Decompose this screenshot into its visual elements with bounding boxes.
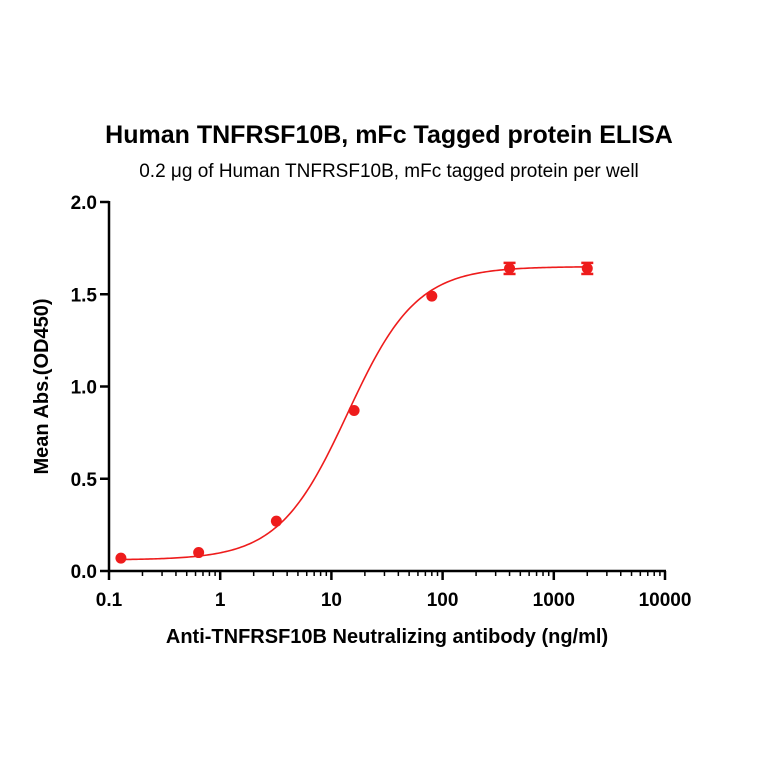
data-point	[581, 262, 593, 274]
y-axis-title: Mean Abs.(OD450)	[31, 299, 53, 475]
x-ticks: 0.1 1 10 100 1000 10000	[96, 571, 692, 611]
x-tick-label: 10000	[639, 590, 692, 611]
x-tick-label: 10	[321, 590, 342, 611]
y-tick-label: 0.5	[71, 470, 98, 491]
axes	[107, 201, 666, 573]
data-point	[270, 515, 282, 527]
data-point	[115, 552, 127, 564]
y-tick-label: 0.0	[71, 562, 97, 583]
x-tick-label: 0.1	[96, 590, 123, 611]
y-ticks: 0.0 0.5 1.0 1.5 2.0	[71, 193, 109, 583]
x-tick-label: 1000	[533, 590, 575, 611]
x-axis-title: Anti-TNFRSF10B Neutralizing antibody (ng…	[166, 626, 608, 648]
x-tick-label: 1	[215, 590, 226, 611]
chart-subtitle: 0.2 μg of Human TNFRSF10B, mFc tagged pr…	[139, 161, 639, 182]
data-point	[193, 547, 205, 559]
y-tick-label: 2.0	[71, 193, 97, 214]
data-point	[426, 290, 438, 302]
data-points	[115, 262, 593, 564]
data-point	[504, 262, 516, 274]
chart-title: Human TNFRSF10B, mFc Tagged protein ELIS…	[105, 121, 673, 149]
x-tick-label: 100	[427, 590, 459, 611]
y-tick-label: 1.5	[71, 285, 98, 306]
data-point	[348, 404, 360, 416]
y-tick-label: 1.0	[71, 378, 97, 399]
